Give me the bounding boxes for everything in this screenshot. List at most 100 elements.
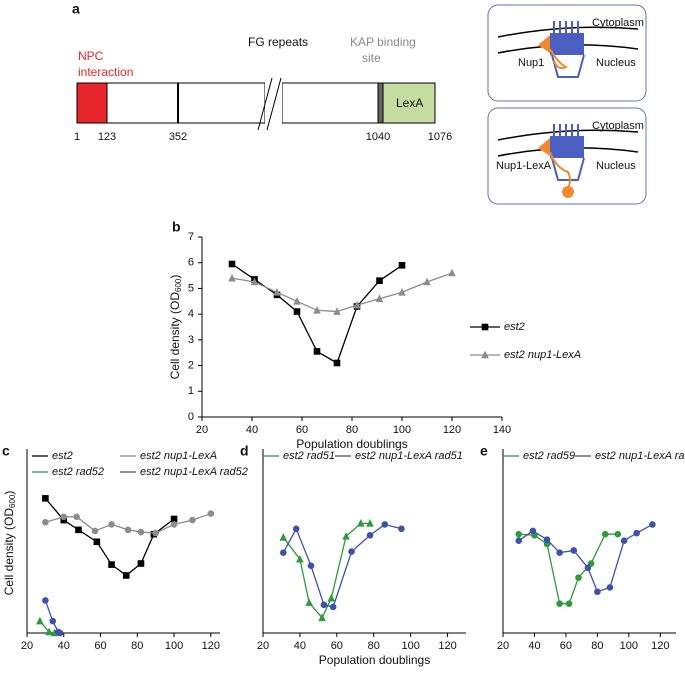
legend-marker — [481, 323, 489, 331]
domain-label: NPC — [78, 49, 104, 63]
legend-label: est2 nup1-LexA rad59 — [595, 450, 685, 462]
domain-label: FG repeats — [248, 35, 308, 49]
marker — [515, 537, 523, 545]
marker — [565, 600, 573, 607]
position-label: 1040 — [366, 131, 390, 143]
marker — [42, 518, 49, 526]
y-axis-label: Cell density (OD600) — [168, 275, 183, 380]
inset-label: Nup1-LexA — [496, 160, 552, 172]
npc-domain — [76, 82, 108, 124]
legend-label: est2 — [504, 321, 525, 333]
marker — [366, 519, 374, 527]
marker — [398, 261, 406, 269]
marker — [448, 268, 456, 277]
y-axis-label-sub: 600 — [174, 278, 183, 292]
lexa-domain — [382, 82, 436, 124]
legend-label: est2 nup1-LexA — [504, 349, 581, 361]
series-line — [518, 523, 653, 593]
x-axis-label: Population doublings — [319, 653, 430, 667]
marker — [313, 348, 321, 355]
y-tick-label: 2 — [188, 359, 194, 371]
marker — [633, 529, 640, 537]
inset-label: Cytoplasm — [592, 17, 644, 29]
marker — [649, 521, 656, 528]
membrane — [497, 26, 639, 38]
chart: d 20 40 60 80 100 120 Population doublings est2 … — [240, 443, 466, 667]
x-tick-label: 100 — [393, 424, 411, 436]
marker — [320, 601, 328, 609]
x-tick-label: 20 — [497, 640, 509, 652]
marker — [292, 525, 300, 533]
x-tick-label: 40 — [246, 424, 258, 436]
marker — [594, 588, 601, 596]
x-axis-label: Population doublings — [296, 437, 407, 451]
marker — [313, 305, 321, 314]
x-tick-label: 100 — [165, 640, 183, 652]
marker — [49, 617, 57, 625]
domain-label: interaction — [78, 65, 133, 79]
panel-label: c — [2, 443, 10, 459]
marker — [381, 521, 389, 528]
x-tick-label: 60 — [94, 640, 106, 652]
position-label: 352 — [169, 131, 187, 143]
y-tick-label: 0 — [188, 411, 194, 423]
marker — [137, 528, 145, 536]
kap-domain — [377, 82, 384, 124]
marker — [250, 277, 259, 286]
x-tick-label: 80 — [368, 640, 380, 652]
marker — [556, 600, 563, 607]
marker — [42, 597, 49, 604]
marker — [293, 308, 301, 315]
inset-label: Nup1 — [518, 57, 544, 69]
x-tick-label: 80 — [131, 640, 143, 652]
break-mark — [266, 77, 282, 131]
x-tick-label: 40 — [528, 640, 540, 652]
y-tick-label: 6 — [188, 257, 194, 269]
marker — [273, 287, 281, 296]
marker — [207, 510, 215, 517]
domain-label: LexA — [396, 96, 423, 110]
marker — [327, 593, 336, 602]
y-axis-label-part: ) — [2, 491, 16, 495]
x-tick-label: 140 — [493, 424, 511, 436]
marker — [529, 527, 537, 535]
marker — [606, 584, 614, 591]
panel-a: a NPC interaction FG repeats KAP binding… — [72, 1, 452, 143]
y-tick-label: 3 — [188, 334, 194, 346]
marker — [42, 495, 49, 502]
pore — [550, 136, 584, 158]
legend-label: est2 nup1-LexA rad52 — [140, 466, 248, 478]
marker — [137, 560, 145, 567]
break-gap — [265, 80, 282, 126]
nup1 — [538, 35, 550, 53]
y-axis-label-part: ) — [168, 275, 182, 279]
x-tick-label: 20 — [196, 424, 208, 436]
protein-bar — [76, 82, 266, 124]
marker — [357, 519, 365, 527]
legend-marker — [481, 350, 489, 359]
marker — [584, 564, 592, 572]
position-label: 123 — [98, 131, 116, 143]
x-tick-label: 120 — [438, 640, 456, 652]
marker — [333, 307, 341, 315]
basket — [551, 157, 585, 181]
x-tick-label: 20 — [21, 640, 33, 652]
marker — [152, 529, 159, 537]
panel-label: a — [72, 1, 80, 17]
marker — [75, 526, 82, 534]
panel-label: b — [172, 219, 181, 235]
charts: b 20 40 60 80 100 120 140 0 1 2 3 4 5 6 7 Population dou… — [2, 219, 685, 667]
position-label: 1076 — [428, 131, 452, 143]
x-tick-label: 80 — [346, 424, 358, 436]
marker — [570, 547, 578, 554]
inset-label: Cytoplasm — [592, 120, 644, 132]
inset-label: Nucleus — [596, 57, 636, 69]
y-tick-label: 1 — [188, 385, 194, 397]
chart: b 20 40 60 80 100 120 140 0 1 2 3 4 5 6 7 Population dou… — [168, 219, 581, 451]
basket — [551, 54, 585, 78]
y-tick-label: 5 — [188, 282, 194, 294]
marker — [293, 296, 301, 305]
marker — [342, 532, 350, 540]
legend-label: est2 rad51 — [283, 450, 335, 462]
x-tick-label: 120 — [202, 640, 220, 652]
